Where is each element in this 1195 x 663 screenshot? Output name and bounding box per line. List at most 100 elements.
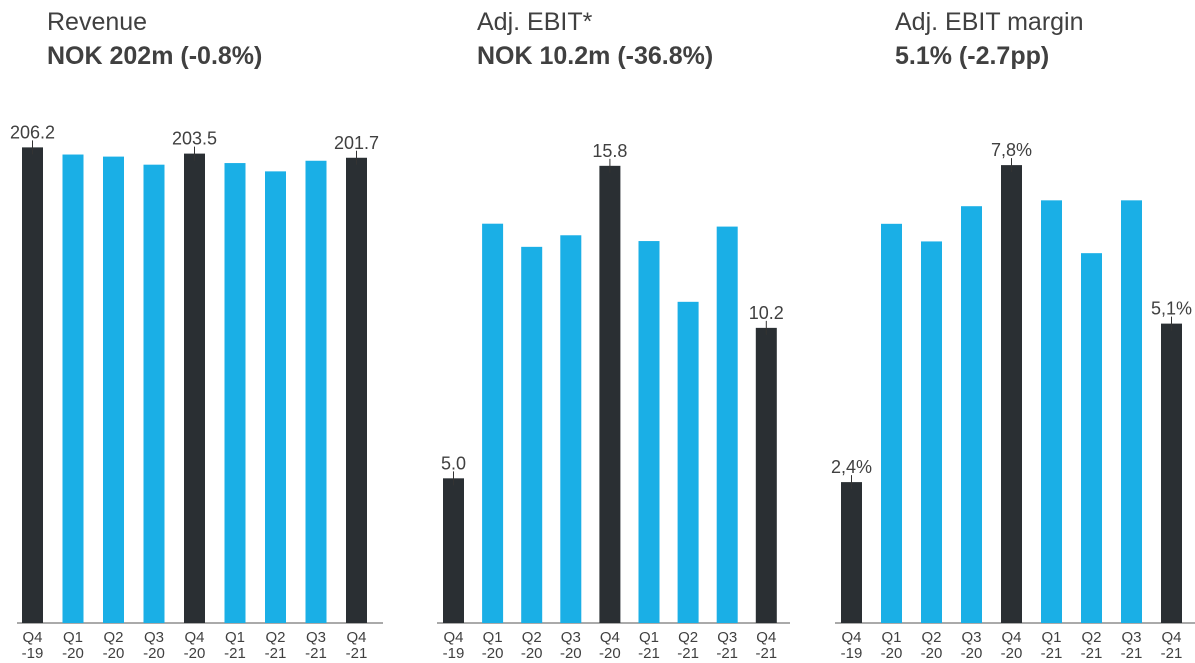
x-tick-label: -20	[103, 645, 125, 662]
x-tick-label: Q2	[265, 629, 285, 646]
x-tick-label: -19	[443, 645, 465, 662]
x-tick-label: -21	[677, 645, 699, 662]
x-tick-label: -21	[265, 645, 287, 662]
x-tick-label: -20	[921, 645, 943, 662]
x-tick-label: Q2	[103, 629, 123, 646]
x-tick-label: -20	[62, 645, 84, 662]
data-label: 201.7	[334, 133, 379, 153]
x-tick-label: Q4	[756, 629, 776, 646]
adj-ebit-panel: Adj. EBIT* NOK 10.2m (-36.8%) Q4 -19 5.0 Q1…	[437, 8, 790, 662]
x-tick-label: -20	[961, 645, 983, 662]
bar	[305, 160, 327, 624]
x-tick-label: -21	[1041, 645, 1063, 662]
x-tick-label: Q3	[717, 629, 737, 646]
x-tick-label: Q1	[483, 629, 503, 646]
bar	[1161, 323, 1182, 623]
x-tick-label: -21	[305, 645, 327, 662]
x-tick-label: -20	[1001, 645, 1023, 662]
bar	[755, 327, 777, 623]
x-tick-label: -21	[755, 645, 777, 662]
bar	[265, 171, 286, 623]
bar	[22, 147, 43, 623]
chart-title: Revenue	[47, 8, 148, 36]
data-label: 15.8	[592, 141, 627, 161]
x-tick-label: -20	[482, 645, 504, 662]
x-tick-label: Q4	[1001, 629, 1021, 646]
x-tick-label: -19	[841, 645, 863, 662]
bar	[881, 223, 902, 623]
x-tick-label: Q2	[921, 629, 941, 646]
chart-subtitle: NOK 202m (-0.8%)	[47, 42, 263, 70]
data-label: 10.2	[749, 303, 784, 323]
bar	[638, 241, 660, 623]
x-tick-label: Q4	[841, 629, 861, 646]
x-tick-label: -20	[143, 645, 165, 662]
x-tick-label: -20	[521, 645, 543, 662]
bar	[346, 157, 367, 623]
bar	[599, 165, 621, 623]
x-tick-label: Q4	[1161, 629, 1181, 646]
data-label: 7,8%	[991, 140, 1032, 160]
bar	[921, 241, 942, 623]
x-tick-label: Q3	[561, 629, 581, 646]
x-tick-label: Q1	[639, 629, 659, 646]
bar	[841, 482, 862, 623]
x-tick-label: Q4	[22, 629, 42, 646]
chart-title: Adj. EBIT*	[477, 8, 593, 36]
data-label: 5,1%	[1151, 299, 1192, 319]
x-tick-label: Q4	[443, 629, 463, 646]
x-tick-label: -20	[560, 645, 582, 662]
data-label: 2,4%	[831, 457, 872, 477]
bar	[1041, 200, 1062, 623]
data-label: 5.0	[441, 453, 466, 473]
x-tick-label: Q1	[881, 629, 901, 646]
x-tick-label: Q1	[1041, 629, 1061, 646]
chart-title: Adj. EBIT margin	[895, 8, 1084, 36]
x-tick-label: -21	[716, 645, 738, 662]
bar	[677, 301, 699, 623]
bar	[560, 235, 582, 623]
bar	[1001, 165, 1022, 623]
x-tick-label: -21	[1161, 645, 1183, 662]
bar	[103, 156, 124, 623]
x-tick-label: -19	[22, 645, 44, 662]
bar	[143, 164, 165, 623]
bar	[184, 153, 205, 623]
x-tick-label: Q1	[225, 629, 245, 646]
x-tick-label: Q4	[346, 629, 366, 646]
x-tick-label: Q4	[184, 629, 204, 646]
x-tick-label: -20	[599, 645, 621, 662]
x-tick-label: -21	[346, 645, 368, 662]
x-tick-label: -20	[184, 645, 206, 662]
x-tick-label: Q2	[678, 629, 698, 646]
data-label: 203.5	[172, 129, 217, 149]
revenue-chart: Q4-19206.2Q1-20Q2-20Q3-20Q4-20203.5Q1-21…	[10, 122, 383, 662]
x-tick-label: Q3	[144, 629, 164, 646]
bar	[482, 223, 504, 623]
bar	[62, 154, 84, 623]
bar	[224, 163, 246, 623]
x-tick-label: -21	[638, 645, 660, 662]
bar	[716, 226, 738, 623]
bar	[443, 478, 464, 623]
chart-subtitle: NOK 10.2m (-36.8%)	[477, 42, 714, 70]
x-tick-label: -21	[1081, 645, 1103, 662]
x-tick-label: -20	[881, 645, 903, 662]
x-tick-label: -21	[1121, 645, 1143, 662]
x-tick-label: Q1	[63, 629, 83, 646]
data-label: 206.2	[10, 122, 55, 142]
x-tick-label: Q2	[522, 629, 542, 646]
x-tick-label: -21	[224, 645, 246, 662]
revenue-panel: Revenue NOK 202m (-0.8%) Q4 -19 206.2 Q1 -20…	[0, 0, 383, 663]
bar	[1121, 200, 1142, 623]
bar	[521, 246, 543, 623]
x-tick-label: Q3	[306, 629, 326, 646]
bar	[1081, 253, 1102, 623]
adj-ebit-chart: Q4-195.0Q1-20Q2-20Q3-20Q4-2015.8Q1-21Q2-…	[437, 141, 790, 662]
x-tick-label: Q4	[600, 629, 620, 646]
x-tick-label: Q2	[1081, 629, 1101, 646]
x-tick-label: Q3	[961, 629, 981, 646]
x-tick-label: Q3	[1121, 629, 1141, 646]
bar	[961, 206, 982, 624]
